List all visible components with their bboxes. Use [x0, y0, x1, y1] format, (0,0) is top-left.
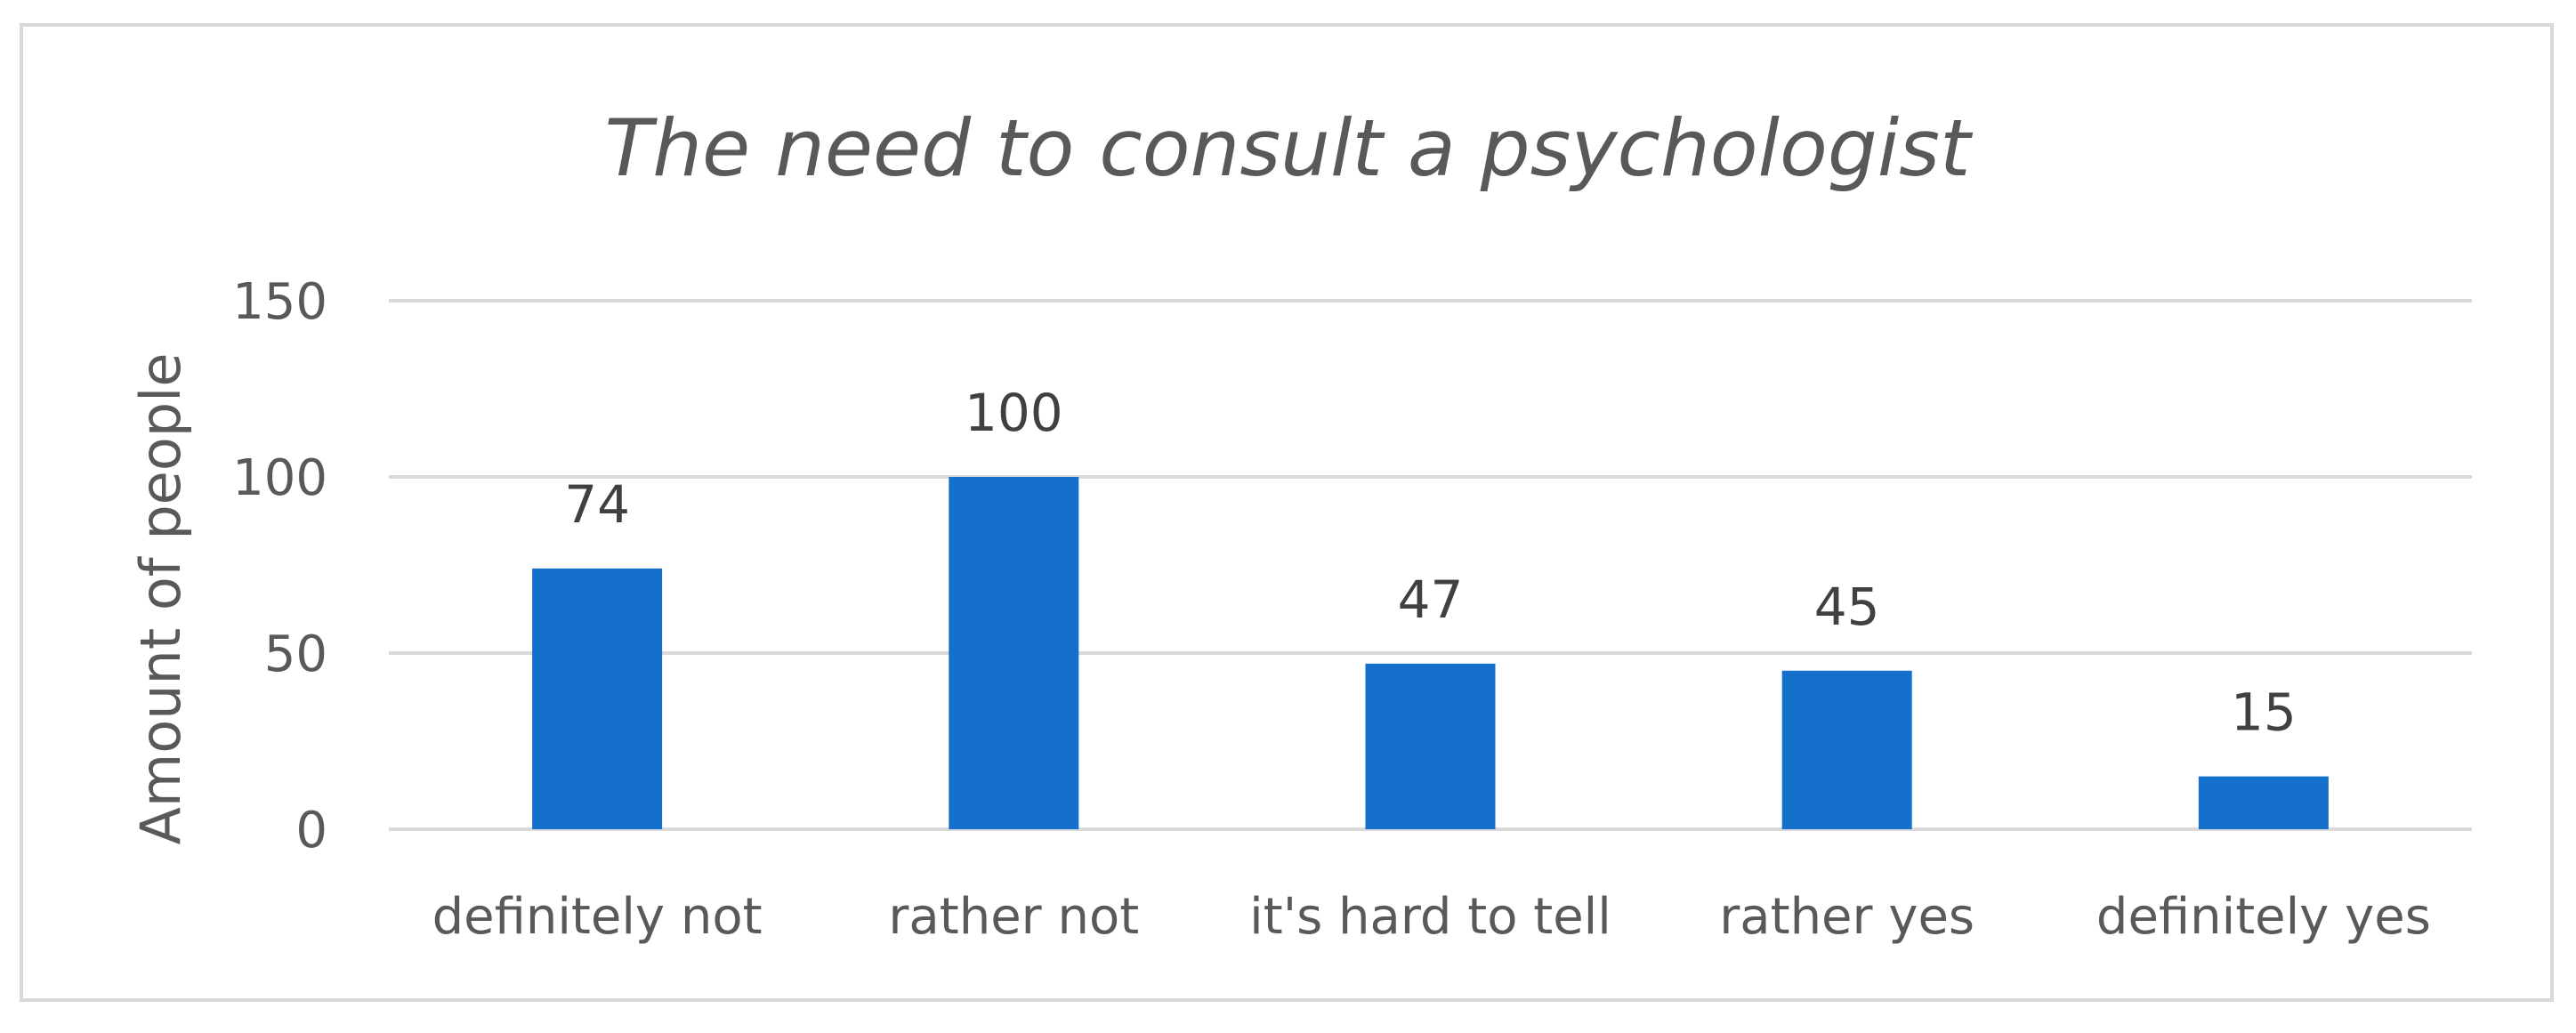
y-tick-label: 50	[264, 625, 327, 683]
data-label: 100	[965, 383, 1063, 443]
x-category-label: definitely not	[432, 888, 763, 946]
x-category-label: definitely yes	[2096, 888, 2431, 946]
chart-frame	[20, 23, 2554, 1002]
y-tick-label: 100	[232, 449, 327, 507]
data-labels: 74 100 47 45 15	[564, 383, 2297, 743]
y-tick-label: 150	[232, 273, 327, 331]
data-label: 74	[564, 474, 630, 535]
x-category-label: rather not	[888, 888, 1139, 946]
data-label: 45	[1814, 577, 1880, 637]
x-category-label: rather yes	[1719, 888, 1974, 946]
bar	[2198, 776, 2329, 829]
data-label: 47	[1398, 569, 1464, 630]
data-label: 15	[2231, 682, 2297, 743]
bar	[1781, 670, 1912, 829]
bar	[1365, 663, 1496, 829]
x-axis-categories: definitely not rather not it's hard to tel…	[432, 888, 2431, 946]
x-category-label: it's hard to tell	[1249, 888, 1611, 946]
bars	[532, 477, 2329, 829]
chart-title: The need to consult a psychologist	[604, 102, 1974, 194]
y-axis-title: Amount of people	[128, 353, 193, 845]
y-axis-ticks: 0 50 100 150	[232, 273, 327, 859]
bar	[532, 568, 663, 829]
y-tick-label: 0	[295, 802, 327, 859]
bar	[949, 477, 1079, 829]
